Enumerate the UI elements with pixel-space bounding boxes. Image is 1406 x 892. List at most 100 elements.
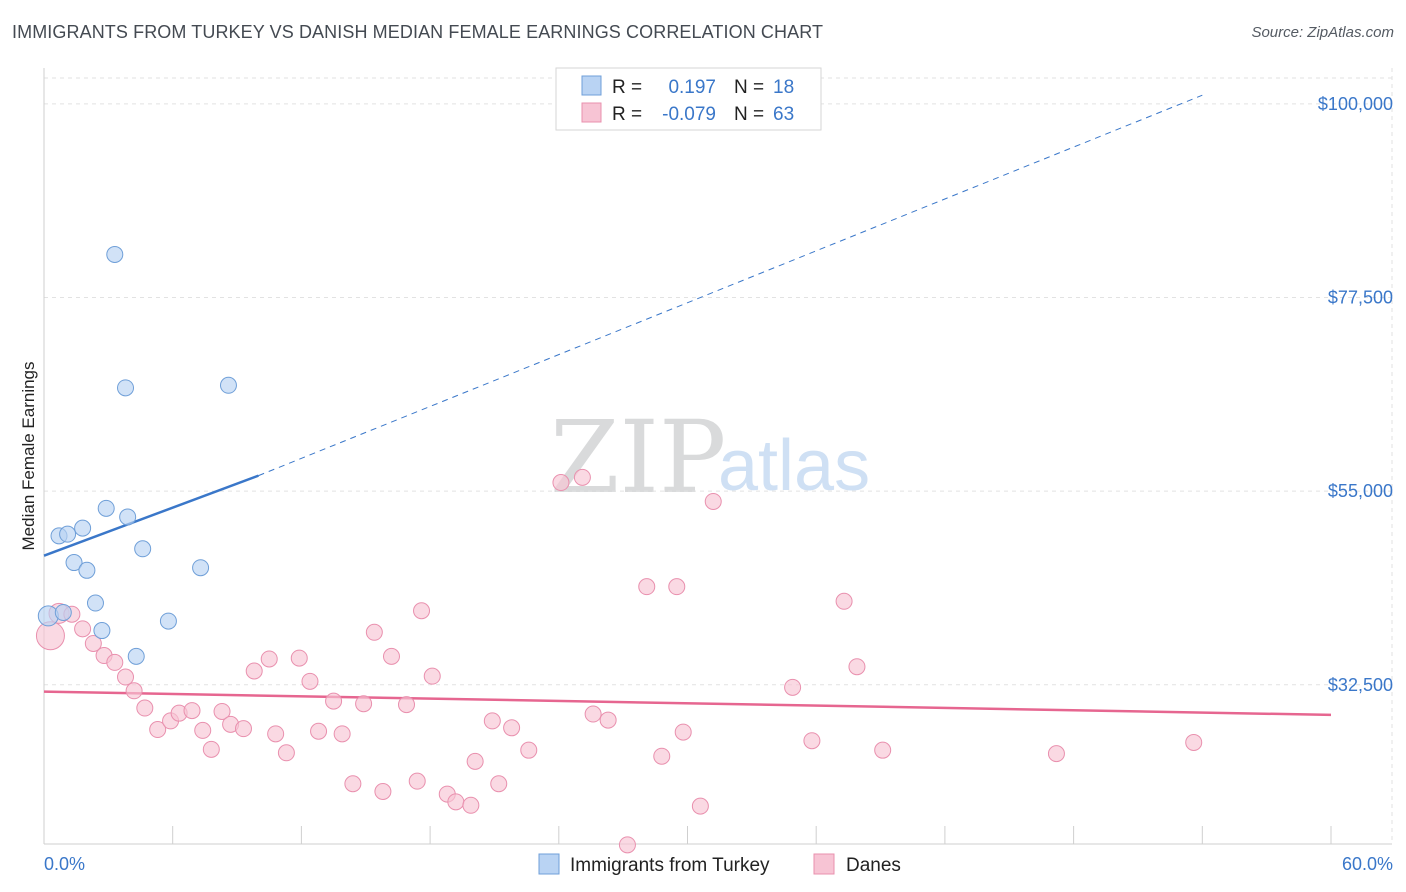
turkey-trend-extension xyxy=(258,94,1203,477)
y-tick-label: $32,500 xyxy=(1328,675,1393,695)
stats-r-value-1: 0.197 xyxy=(668,77,716,98)
danes-point xyxy=(74,620,92,638)
danes-point xyxy=(638,578,656,596)
danes-point xyxy=(355,695,373,713)
danes-point xyxy=(136,699,154,717)
danes-point xyxy=(183,702,201,720)
danes-point xyxy=(382,647,400,665)
danes-point xyxy=(704,492,722,510)
danes-point xyxy=(599,711,617,729)
legend: Immigrants from Turkey Danes xyxy=(538,853,901,876)
danes-point xyxy=(490,775,508,793)
turkey-point xyxy=(37,605,59,627)
gridlines xyxy=(44,68,1393,844)
danes-point xyxy=(466,752,484,770)
danes-point xyxy=(277,744,295,762)
danes-point xyxy=(310,722,328,740)
stats-n-label-2: N = xyxy=(734,104,764,125)
danes-point xyxy=(668,578,686,596)
danes-point xyxy=(483,712,501,730)
danes-point xyxy=(462,796,480,814)
turkey-point xyxy=(134,540,152,558)
source-credit: Source: ZipAtlas.com xyxy=(1251,24,1394,41)
danes-point xyxy=(835,592,853,610)
turkey-point xyxy=(127,647,145,665)
danes-point xyxy=(344,775,362,793)
danes-point xyxy=(552,474,570,492)
turkey-point xyxy=(106,245,124,263)
danes-point xyxy=(260,650,278,668)
danes-point xyxy=(691,797,709,815)
turkey-point xyxy=(119,508,137,526)
danes-point xyxy=(874,741,892,759)
stats-box: R = 0.197 N = 18 R = -0.079 N = 63 xyxy=(555,67,822,131)
stats-n-value-2: 63 xyxy=(773,104,794,125)
danes-point xyxy=(290,649,308,667)
danes-point xyxy=(301,672,319,690)
danes-point xyxy=(573,468,591,486)
trend-lines xyxy=(43,94,1332,717)
danes-point xyxy=(325,692,343,710)
turkey-point xyxy=(86,594,104,612)
danes-point xyxy=(245,662,263,680)
y-tick-label: $55,000 xyxy=(1328,481,1393,501)
danes-point xyxy=(213,702,231,720)
stats-n-label-1: N = xyxy=(734,77,764,98)
legend-label-danes: Danes xyxy=(846,855,901,876)
danes-point xyxy=(234,720,252,738)
danes-point xyxy=(333,725,351,743)
turkey-point xyxy=(93,622,111,640)
danes-trend-line xyxy=(43,690,1332,717)
turkey-point xyxy=(219,376,237,394)
stats-r-label-1: R = xyxy=(612,77,642,98)
danes-point xyxy=(413,602,431,620)
turkey-point xyxy=(74,519,92,537)
turkey-point xyxy=(192,559,210,577)
stats-n-value-1: 18 xyxy=(773,77,794,98)
legend-swatch-turkey xyxy=(538,853,560,875)
y-tick-label: $100,000 xyxy=(1318,94,1393,114)
data-points xyxy=(35,245,1203,854)
stats-r-label-2: R = xyxy=(612,104,642,125)
tick-labels: $32,500 $55,000 $77,500 $100,000 0.0% 60.0% xyxy=(44,94,1393,874)
turkey-trend-line xyxy=(43,474,259,557)
legend-swatch-danes xyxy=(813,853,835,875)
danes-point xyxy=(803,732,821,750)
danes-point xyxy=(584,705,602,723)
danes-point xyxy=(149,721,167,739)
x-tick-label: 60.0% xyxy=(1342,854,1393,874)
danes-point xyxy=(117,668,135,686)
danes-point xyxy=(398,696,416,714)
danes-point xyxy=(1185,733,1203,751)
chart-title: IMMIGRANTS FROM TURKEY VS DANISH MEDIAN … xyxy=(12,22,824,42)
danes-point xyxy=(84,634,102,652)
turkey-point xyxy=(59,525,77,543)
danes-point xyxy=(106,653,124,671)
danes-point xyxy=(848,658,866,676)
turkey-point xyxy=(97,499,115,517)
danes-point xyxy=(520,741,538,759)
y-axis-label: Median Female Earnings xyxy=(19,362,38,551)
danes-point xyxy=(365,623,383,641)
danes-point xyxy=(125,682,143,700)
danes-point xyxy=(423,667,441,685)
turkey-point xyxy=(78,561,96,579)
stats-r-value-2: -0.079 xyxy=(662,104,716,125)
turkey-point xyxy=(117,379,135,397)
watermark-atlas: atlas xyxy=(718,426,870,506)
danes-point xyxy=(618,836,636,854)
stats-swatch-pink xyxy=(581,102,602,123)
danes-point xyxy=(408,772,426,790)
turkey-point xyxy=(159,612,177,630)
danes-point xyxy=(202,740,220,758)
danes-point xyxy=(1047,745,1065,763)
danes-point xyxy=(784,678,802,696)
legend-label-turkey: Immigrants from Turkey xyxy=(570,855,770,876)
x-tick-label: 0.0% xyxy=(44,854,85,874)
turkey-point xyxy=(65,554,83,572)
turkey-point xyxy=(54,603,72,621)
y-tick-label: $77,500 xyxy=(1328,287,1393,307)
danes-point xyxy=(653,747,671,765)
danes-point xyxy=(447,793,465,811)
